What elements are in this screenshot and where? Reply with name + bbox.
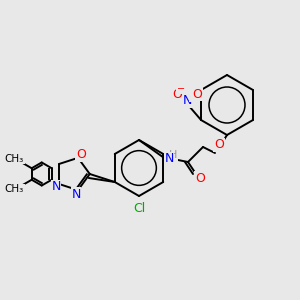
Text: O: O	[195, 172, 205, 184]
Text: Cl: Cl	[133, 202, 145, 214]
Text: H: H	[169, 150, 177, 160]
Text: −: −	[177, 84, 185, 94]
Text: CH₃: CH₃	[5, 154, 24, 164]
Text: +: +	[189, 92, 197, 102]
Text: O: O	[214, 139, 224, 152]
Text: CH₃: CH₃	[5, 184, 24, 194]
Text: O: O	[172, 88, 182, 100]
Text: O: O	[76, 148, 86, 161]
Text: N: N	[164, 152, 174, 166]
Text: O: O	[192, 88, 202, 100]
Text: N: N	[182, 94, 192, 107]
Text: N: N	[51, 181, 61, 194]
Text: N: N	[71, 188, 81, 201]
